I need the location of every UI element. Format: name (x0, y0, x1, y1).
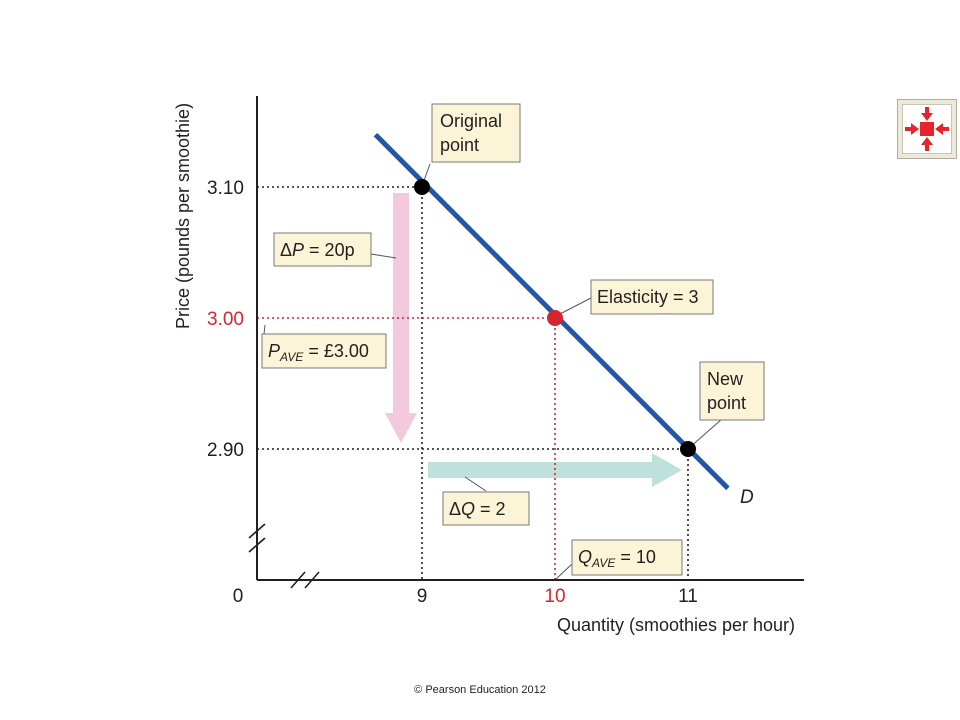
y-axis-break (248, 523, 266, 553)
x-axis-title: Quantity (smoothies per hour) (557, 615, 795, 635)
collapse-button-inner (902, 104, 952, 154)
q-ave-text: QAVE = 10 (578, 547, 656, 570)
price-change-arrow (385, 193, 417, 443)
callout-new-point: New point (699, 361, 765, 421)
callout-original-line2: point (440, 135, 479, 155)
callout-elasticity: Elasticity = 3 (590, 279, 714, 315)
collapse-button[interactable] (897, 99, 957, 159)
callout-new-line2: point (707, 393, 746, 413)
x-tick-0: 0 (233, 586, 244, 607)
copyright-notice: © Pearson Education 2012 (414, 684, 546, 696)
callout-delta-p: ΔP = 20p (273, 232, 372, 267)
data-points (414, 179, 696, 457)
leader-lines (263, 163, 723, 580)
x-axis-break (290, 571, 320, 589)
delta-p-text: ΔP = 20p (280, 240, 355, 260)
guide-lines (257, 186, 689, 580)
y-axis-title: Price (pounds per smoothie) (173, 103, 193, 329)
original-point-dot (414, 179, 430, 195)
callout-delta-q: ΔQ = 2 (442, 491, 530, 526)
x-tick-10: 10 (544, 586, 565, 607)
x-tick-11: 11 (678, 586, 698, 607)
axes (248, 96, 804, 589)
callout-original-line1: Original (440, 111, 502, 131)
demand-curve-label: D (740, 487, 754, 508)
callout-new-line1: New (707, 369, 744, 389)
callout-original-point: Original point (431, 103, 521, 163)
new-point-dot (680, 441, 696, 457)
change-arrows (385, 193, 682, 487)
collapse-arrows-icon (905, 107, 949, 151)
y-tick-2.90: 2.90 (207, 440, 244, 461)
y-tick-3.00: 3.00 (207, 309, 244, 330)
delta-q-text: ΔQ = 2 (449, 499, 506, 519)
elasticity-text: Elasticity = 3 (597, 287, 699, 307)
y-tick-3.10: 3.10 (207, 178, 244, 199)
x-tick-9: 9 (417, 586, 428, 607)
midpoint-dot (547, 310, 563, 326)
callout-p-ave: PAVE = £3.00 (261, 333, 387, 369)
p-ave-text: PAVE = £3.00 (268, 341, 369, 364)
callout-q-ave: QAVE = 10 (571, 539, 683, 576)
